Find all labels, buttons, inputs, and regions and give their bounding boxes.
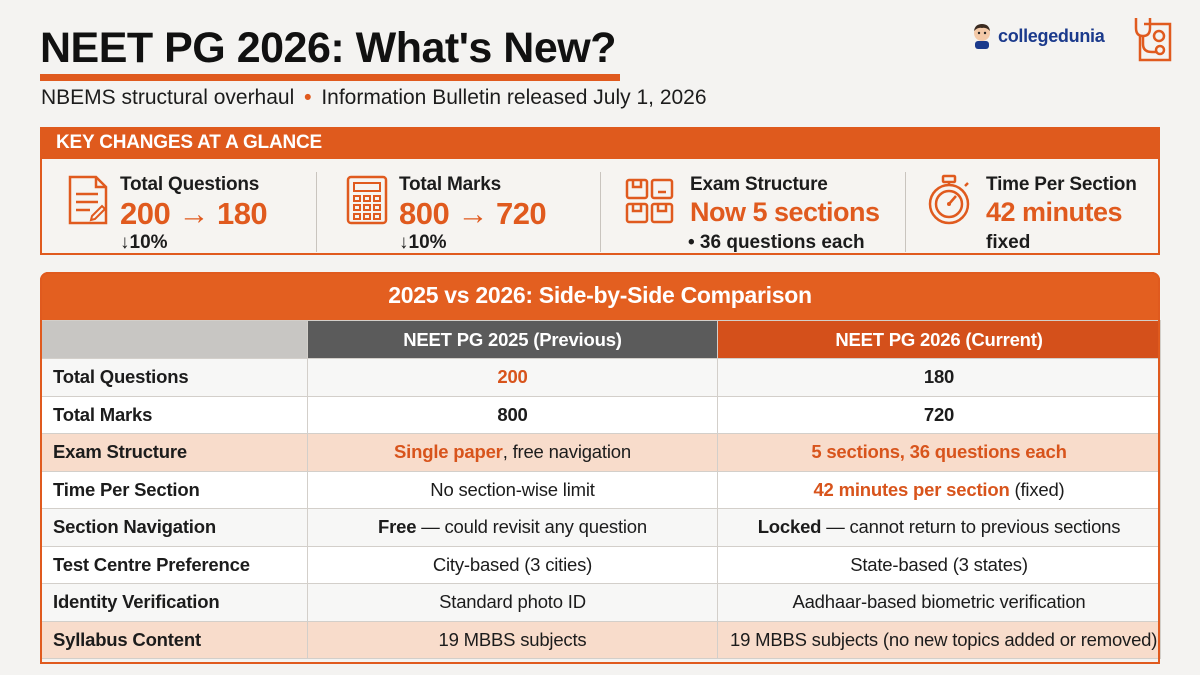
- key-card-note: ↓10%: [399, 232, 447, 253]
- document-icon: [68, 175, 108, 225]
- prev-value: No section-wise limit: [307, 470, 718, 509]
- curr-value: 720: [717, 395, 1161, 434]
- prev-value: 800: [307, 395, 718, 434]
- column-header-2025: NEET PG 2025 (Previous): [307, 320, 718, 359]
- calculator-icon: [346, 175, 388, 225]
- brand-logo: collegedunia: [970, 22, 1105, 50]
- row-label: Total Questions: [40, 358, 308, 397]
- prev-value: 200: [307, 358, 718, 397]
- prev-value: Single paper, free navigation: [307, 433, 718, 472]
- row-label: Time Per Section: [40, 470, 308, 509]
- row-label: Test Centre Preference: [40, 545, 308, 584]
- key-changes-heading: KEY CHANGES AT A GLANCE: [40, 127, 1160, 159]
- key-divider: [905, 172, 906, 252]
- subtitle-part1: NBEMS structural overhaul: [41, 86, 295, 109]
- table-row: Identity Verification Standard photo ID …: [40, 583, 1161, 622]
- table-header-row: NEET PG 2025 (Previous) NEET PG 2026 (Cu…: [40, 320, 1161, 359]
- curr-value: 180: [717, 358, 1161, 397]
- table-row: Syllabus Content 19 MBBS subjects 19 MBB…: [40, 620, 1161, 659]
- table-row: Exam Structure Single paper, free naviga…: [40, 433, 1161, 472]
- key-card-label: Time Per Section: [986, 174, 1137, 195]
- prev-value-emphasis: Free: [378, 516, 417, 538]
- subtitle-separator: •: [304, 86, 312, 109]
- key-card-label: Total Questions: [120, 174, 260, 195]
- key-divider: [316, 172, 317, 252]
- stopwatch-icon: [928, 174, 970, 225]
- table-row: Total Questions 200 180: [40, 358, 1161, 397]
- title-block: NEET PG 2026: What's New?: [40, 26, 620, 81]
- table-row: Total Marks 800 720: [40, 395, 1161, 434]
- key-card-value: 200 → 180: [120, 196, 268, 231]
- table-row: Section Navigation Free — could revisit …: [40, 508, 1161, 547]
- table-row: Test Centre Preference City-based (3 cit…: [40, 545, 1161, 584]
- logo-text: collegedunia: [998, 25, 1105, 46]
- table-row: Time Per Section No section-wise limit 4…: [40, 470, 1161, 509]
- prev-value: City-based (3 cities): [307, 545, 718, 584]
- comparison-table: NEET PG 2025 (Previous) NEET PG 2026 (Cu…: [40, 320, 1161, 659]
- key-divider: [600, 172, 601, 252]
- key-card-value: Now 5 sections: [690, 197, 880, 227]
- prev-value-emphasis: Single paper: [394, 441, 503, 463]
- key-card-note: fixed: [986, 232, 1031, 253]
- curr-value: Aadhaar-based biometric verification: [717, 583, 1161, 622]
- curr-value: State-based (3 states): [717, 545, 1161, 584]
- header-blank-cell: [40, 320, 308, 359]
- comparison-heading: 2025 vs 2026: Side-by-Side Comparison: [40, 272, 1160, 320]
- curr-value: Locked — cannot return to previous secti…: [717, 508, 1161, 547]
- column-header-2026: NEET PG 2026 (Current): [717, 320, 1161, 359]
- prev-value-rest: — could revisit any question: [416, 516, 647, 538]
- prev-value: 19 MBBS subjects: [307, 620, 718, 659]
- row-label: Section Navigation: [40, 508, 308, 547]
- curr-value: 5 sections, 36 questions each: [717, 433, 1161, 472]
- curr-value: 19 MBBS subjects (no new topics added or…: [717, 620, 1161, 659]
- prev-value: Standard photo ID: [307, 583, 718, 622]
- row-label: Identity Verification: [40, 583, 308, 622]
- prev-value-rest: , free navigation: [502, 441, 631, 463]
- row-label: Exam Structure: [40, 433, 308, 472]
- curr-value-emphasis: 42 minutes per section: [813, 478, 1010, 500]
- curr-value: 42 minutes per section (fixed): [717, 470, 1161, 509]
- key-card-value: 800 → 720: [399, 196, 547, 231]
- curr-value-emphasis: Locked: [757, 516, 822, 538]
- subtitle-part2: Information Bulletin released July 1, 20…: [321, 86, 707, 109]
- sections-icon: [625, 178, 674, 224]
- row-label: Total Marks: [40, 395, 308, 434]
- key-card-label: Exam Structure: [690, 174, 828, 195]
- curr-value-rest: (fixed): [1009, 478, 1065, 500]
- prev-value: Free — could revisit any question: [307, 508, 718, 547]
- key-card-note: • 36 questions each: [688, 232, 865, 253]
- key-card-label: Total Marks: [399, 174, 501, 195]
- key-card-note: ↓10%: [120, 232, 168, 253]
- page-subtitle: NBEMS structural overhaul • Information …: [41, 86, 707, 110]
- medical-document-icon: [1134, 18, 1172, 62]
- key-card-value: 42 minutes: [986, 197, 1123, 227]
- mascot-icon: [974, 24, 990, 49]
- curr-value-rest: — cannot return to previous sections: [821, 516, 1121, 538]
- page-title: NEET PG 2026: What's New?: [40, 26, 620, 81]
- row-label: Syllabus Content: [40, 620, 308, 659]
